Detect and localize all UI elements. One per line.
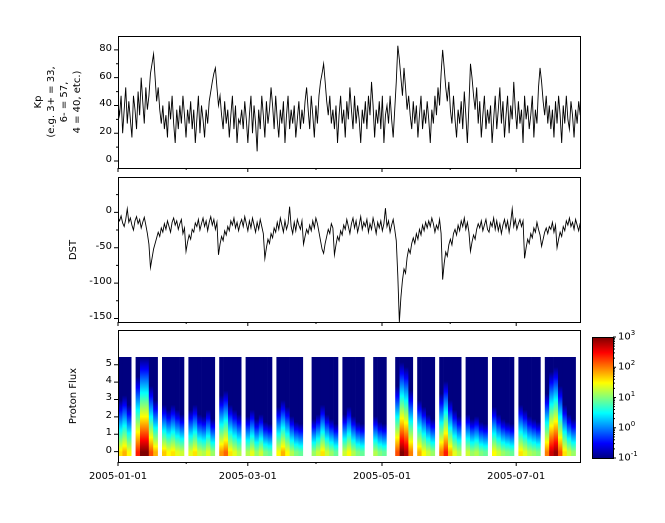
dst-ytick-label: -100 bbox=[89, 276, 112, 288]
colorbar-tick-label: 102 bbox=[618, 359, 636, 373]
kp-ytick-label: 20 bbox=[99, 126, 112, 138]
kp-ytick-label: 0 bbox=[105, 154, 112, 166]
x-tick-label: 2005-03-01 bbox=[218, 471, 277, 482]
x-tick-label: 2005-07-01 bbox=[487, 471, 546, 482]
colorbar-tick-label: 10-1 bbox=[618, 450, 638, 464]
kp-ytick-label: 80 bbox=[99, 42, 112, 54]
dst-ytick-label: -50 bbox=[95, 240, 112, 252]
proton-flux-ytick-label: 0 bbox=[105, 444, 112, 456]
kp-axis-title-line2: (e.g. 3+ = 33, bbox=[46, 66, 57, 138]
colorbar-tick-label: 103 bbox=[618, 329, 636, 343]
x-tick-label: 2005-05-01 bbox=[352, 471, 412, 482]
proton-flux-ytick-label: 3 bbox=[105, 392, 112, 404]
kp-axis-title-line3: 6- = 57, bbox=[59, 81, 70, 123]
colorbar-tick-label: 100 bbox=[618, 419, 636, 434]
kp-ytick-label: 40 bbox=[99, 98, 112, 110]
x-tick-label: 2005-01-01 bbox=[88, 471, 148, 482]
kp-axis-title-line1: Kp bbox=[33, 95, 44, 109]
proton-flux-ytick-label: 5 bbox=[105, 357, 112, 369]
proton-flux-ytick-label: 2 bbox=[105, 409, 112, 421]
colorbar-tick-label: 101 bbox=[618, 389, 636, 403]
dst-ytick-label: 0 bbox=[105, 205, 112, 217]
proton-flux-ytick-label: 4 bbox=[105, 375, 112, 387]
proton-flux-ytick-label: 1 bbox=[105, 427, 112, 439]
kp-ytick-label: 60 bbox=[99, 70, 112, 82]
dst-ytick-label: -150 bbox=[89, 311, 112, 323]
